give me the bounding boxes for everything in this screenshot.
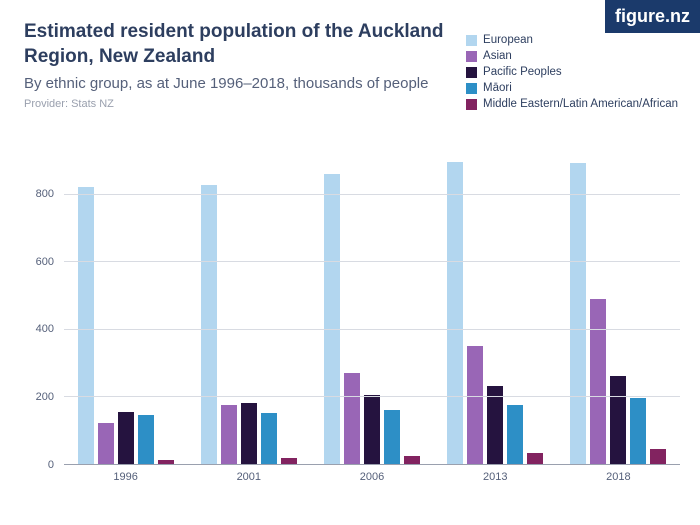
bar [404,456,420,464]
y-tick-label: 800 [20,188,60,200]
bar [261,413,277,464]
bar [610,376,626,464]
legend-item: Middle Eastern/Latin American/African [466,98,678,110]
bar-group [557,160,680,464]
bar [98,423,114,464]
x-tick-label: 2013 [434,467,557,485]
legend-label: Asian [483,50,512,62]
grid-line [64,194,680,195]
bar [570,163,586,464]
bar [384,410,400,464]
bar [138,415,154,464]
bar-group [310,160,433,464]
bar [158,460,174,464]
bar [241,403,257,464]
legend-label: Pacific Peoples [483,66,562,78]
bar-group [64,160,187,464]
bar [344,373,360,464]
x-tick-label: 2006 [310,467,433,485]
legend-swatch [466,83,477,94]
chart-area: 0 200 400 600 800 19962001200620132018 [20,160,680,485]
bar-group [434,160,557,464]
legend-swatch [466,67,477,78]
brand-logo: figure.nz [605,0,700,33]
bar [487,386,503,464]
bar [447,162,463,464]
legend-item: Māori [466,82,678,94]
legend-item: Pacific Peoples [466,66,678,78]
legend-label: Middle Eastern/Latin American/African [483,98,678,110]
legend-label: Māori [483,82,512,94]
y-tick-label: 600 [20,256,60,268]
bar [467,346,483,464]
chart-legend: European Asian Pacific Peoples Māori Middle … [466,34,678,114]
chart-title: Estimated resident population of the Auc… [24,20,504,69]
bar [201,185,217,464]
bar [364,395,380,464]
bar [78,187,94,464]
y-tick-label: 200 [20,391,60,403]
bar [281,458,297,464]
legend-label: European [483,34,533,46]
y-tick-label: 0 [20,459,60,471]
bar [221,405,237,464]
x-tick-label: 2018 [557,467,680,485]
bar [324,174,340,464]
grid-line [64,396,680,397]
bar-group [187,160,310,464]
legend-item: European [466,34,678,46]
bar [527,453,543,464]
bar [507,405,523,464]
bar [590,299,606,465]
plot-area [64,160,680,465]
bar [118,412,134,464]
y-axis: 0200400600800 [20,160,60,465]
bar [630,398,646,464]
legend-swatch [466,51,477,62]
y-tick-label: 400 [20,323,60,335]
legend-swatch [466,99,477,110]
legend-item: Asian [466,50,678,62]
grid-line [64,329,680,330]
x-tick-label: 2001 [187,467,310,485]
x-axis: 19962001200620132018 [64,467,680,485]
grid-line [64,261,680,262]
x-tick-label: 1996 [64,467,187,485]
bar [650,449,666,464]
legend-swatch [466,35,477,46]
